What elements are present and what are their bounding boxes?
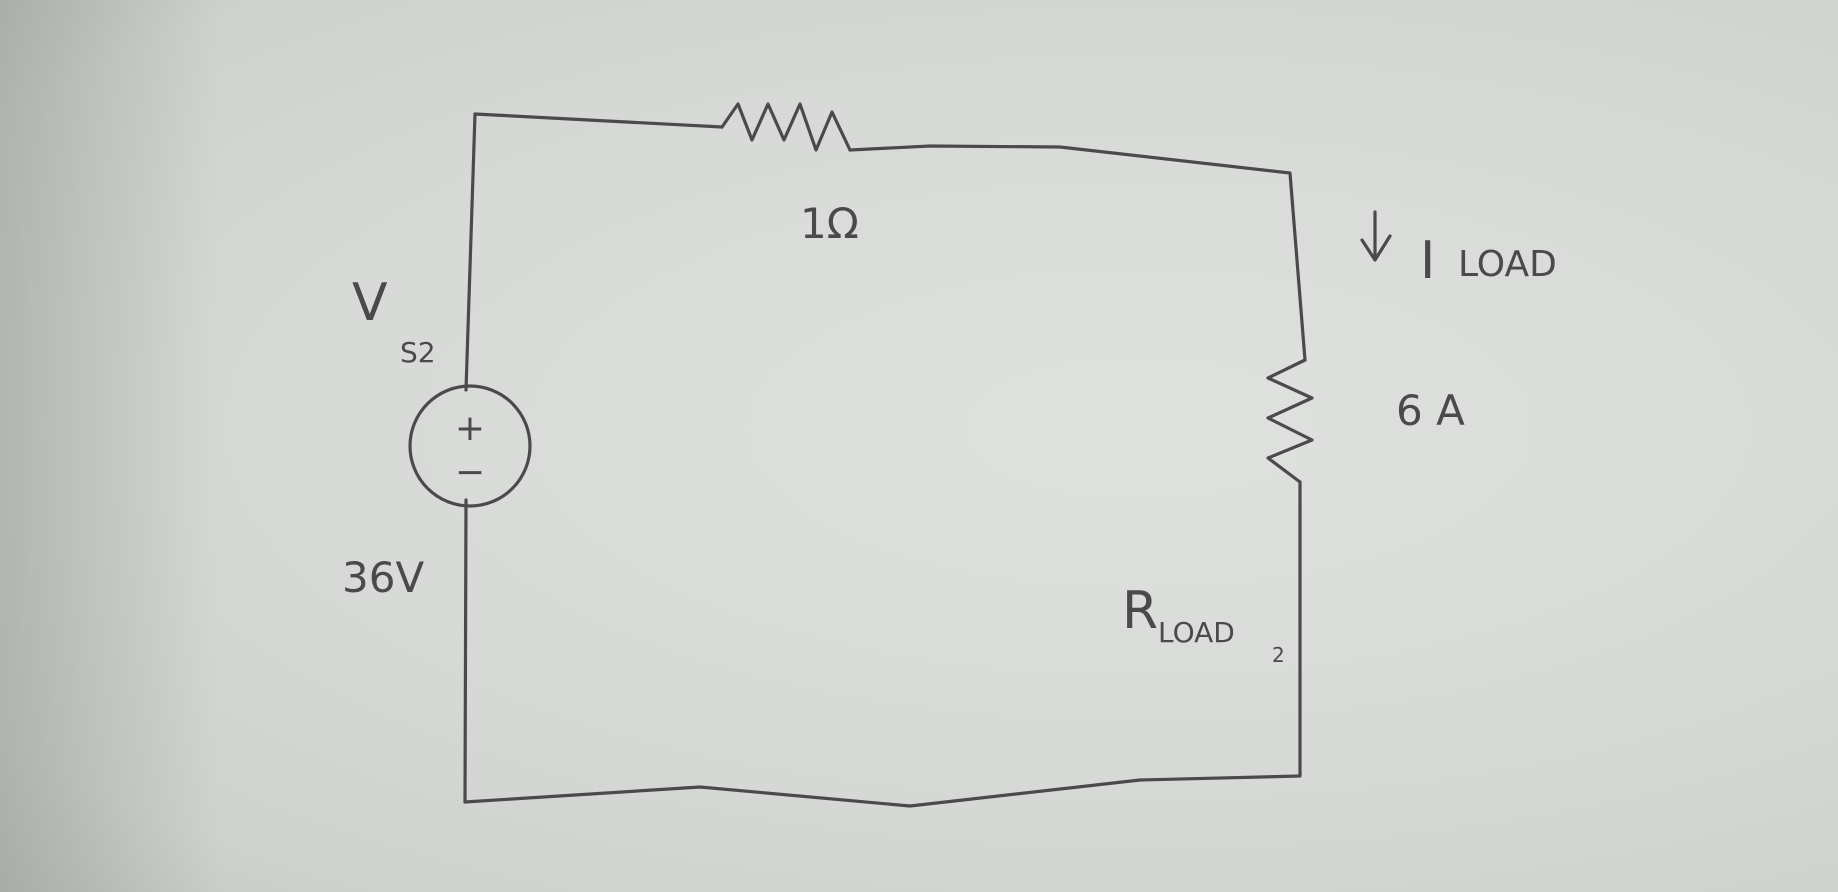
voltage-source <box>408 384 532 508</box>
wire-left-lower <box>463 498 468 804</box>
source-voltage-value: 36V <box>342 553 424 602</box>
source-polarity-plus: + <box>455 408 485 449</box>
load-resistor-label: R <box>1122 581 1158 641</box>
current-arrow-icon <box>1360 210 1392 262</box>
wire-bottom <box>463 785 912 808</box>
source-label-subscript: S2 <box>400 336 436 369</box>
wire-right-lower <box>908 480 1302 808</box>
wire-top-right <box>848 144 1307 362</box>
current-label: I <box>1420 231 1435 291</box>
series-resistor-value: 1Ω <box>800 199 859 248</box>
current-value: 6 A <box>1396 386 1465 435</box>
load-resistor-label-subscript: LOAD <box>1158 616 1235 649</box>
load-resistor-label-index: 2 <box>1272 643 1285 667</box>
wire-top-left <box>473 112 724 129</box>
load-resistor <box>1266 358 1314 484</box>
source-polarity-minus: − <box>455 452 485 493</box>
current-label-subscript: LOAD <box>1458 244 1557 285</box>
series-resistor <box>720 102 852 152</box>
wire-left-upper <box>464 112 477 392</box>
source-label: V <box>352 273 388 333</box>
